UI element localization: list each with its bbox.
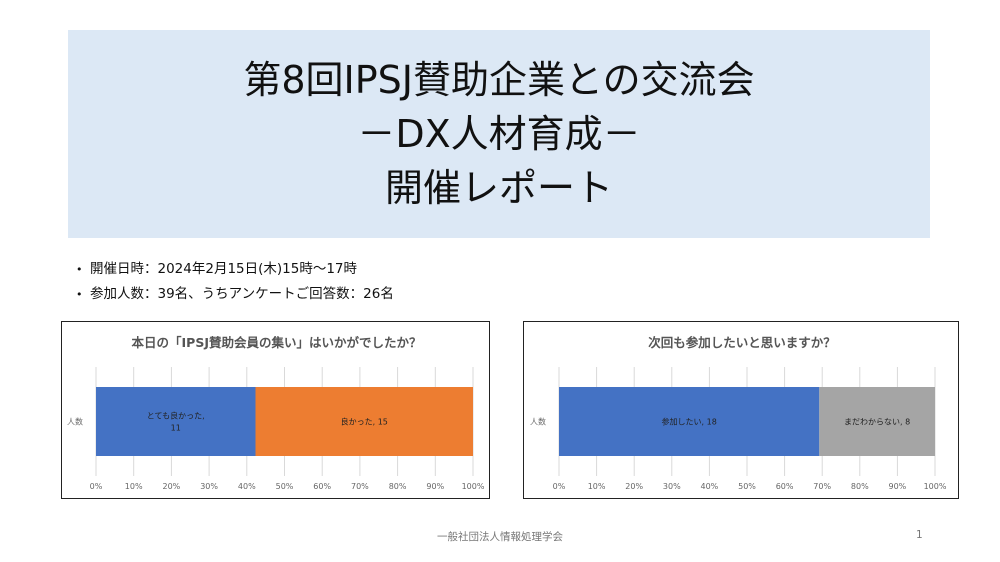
x-tick-label: 0% [90,482,103,491]
bullet-marker: • [76,263,83,276]
data-label: まだわからない, 8 [844,418,910,427]
x-tick-label: 10% [588,482,606,491]
x-tick-label: 100% [924,482,947,491]
x-tick-label: 50% [276,482,294,491]
x-tick-label: 30% [663,482,681,491]
chart-title: 次回も参加したいと思いますか？ [648,335,836,350]
title-line-2: －DX人材育成－ [357,112,641,156]
chart-satisfaction-svg: 本日の「IPSJ賛助会員の集い」はいかがでしたか？ 0% 10% 20% 30% 40% 5… [67,335,485,491]
x-tick-label: 70% [351,482,369,491]
bullet-marker: • [76,288,83,301]
x-tick-label: 60% [776,482,794,491]
x-tick-label: 20% [625,482,643,491]
info-bullets: • 開催日時：2024年2月15日(木)15時～17時 • 参加人数：39名、うちア… [76,257,394,307]
x-tick-label: 10% [125,482,143,491]
page-number: 1 [916,529,923,541]
bar-segment [96,387,256,456]
x-tick-label: 40% [238,482,256,491]
x-tick-label: 80% [851,482,869,491]
footer-organization: 一般社団法人情報処理学会 [437,531,563,543]
x-tick-label: 20% [163,482,181,491]
chart-satisfaction: 本日の「IPSJ賛助会員の集い」はいかがでしたか？ 0% 10% 20% 30% 40% 5… [61,321,490,499]
chart-next-participation: 次回も参加したいと思いますか？ 0% 10% 20% 30% 40% 50% 60% 70% 80… [523,321,959,499]
data-label: 良かった, 15 [341,417,388,427]
bullet-attendance: • 参加人数：39名、うちアンケートご回答数：26名 [76,282,394,307]
bullet-date-text: 開催日時：2024年2月15日(木)15時～17時 [90,261,358,277]
x-tick-label: 90% [889,482,907,491]
data-label: 11 [171,424,181,433]
chart-title: 本日の「IPSJ賛助会員の集い」はいかがでしたか？ [132,335,422,350]
x-tick-label: 30% [200,482,218,491]
bullet-date: • 開催日時：2024年2月15日(木)15時～17時 [76,257,394,282]
x-tick-label: 40% [701,482,719,491]
bullet-attendance-text: 参加人数：39名、うちアンケートご回答数：26名 [90,286,394,302]
bar-segment [255,387,473,456]
bar-segment [819,387,935,456]
x-tick-label: 70% [813,482,831,491]
data-label: 参加したい, 18 [662,417,717,427]
bar-segment [559,387,820,456]
data-label: とても良かった, [147,411,205,421]
x-tick-label: 50% [738,482,756,491]
x-tick-label: 60% [313,482,331,491]
x-tick-label: 100% [462,482,485,491]
x-tick-label: 90% [426,482,444,491]
title-line-3: 開催レポート [384,166,613,210]
x-tick-label: 0% [553,482,566,491]
chart-next-participation-svg: 次回も参加したいと思いますか？ 0% 10% 20% 30% 40% 50% 60% 70% 80… [530,335,947,491]
title-line-1: 第8回IPSJ賛助企業との交流会 [243,58,755,102]
category-label: 人数 [67,417,83,427]
x-tick-label: 80% [389,482,407,491]
title-banner: 第8回IPSJ賛助企業との交流会 －DX人材育成－ 開催レポート [68,30,930,238]
category-label: 人数 [530,417,546,427]
